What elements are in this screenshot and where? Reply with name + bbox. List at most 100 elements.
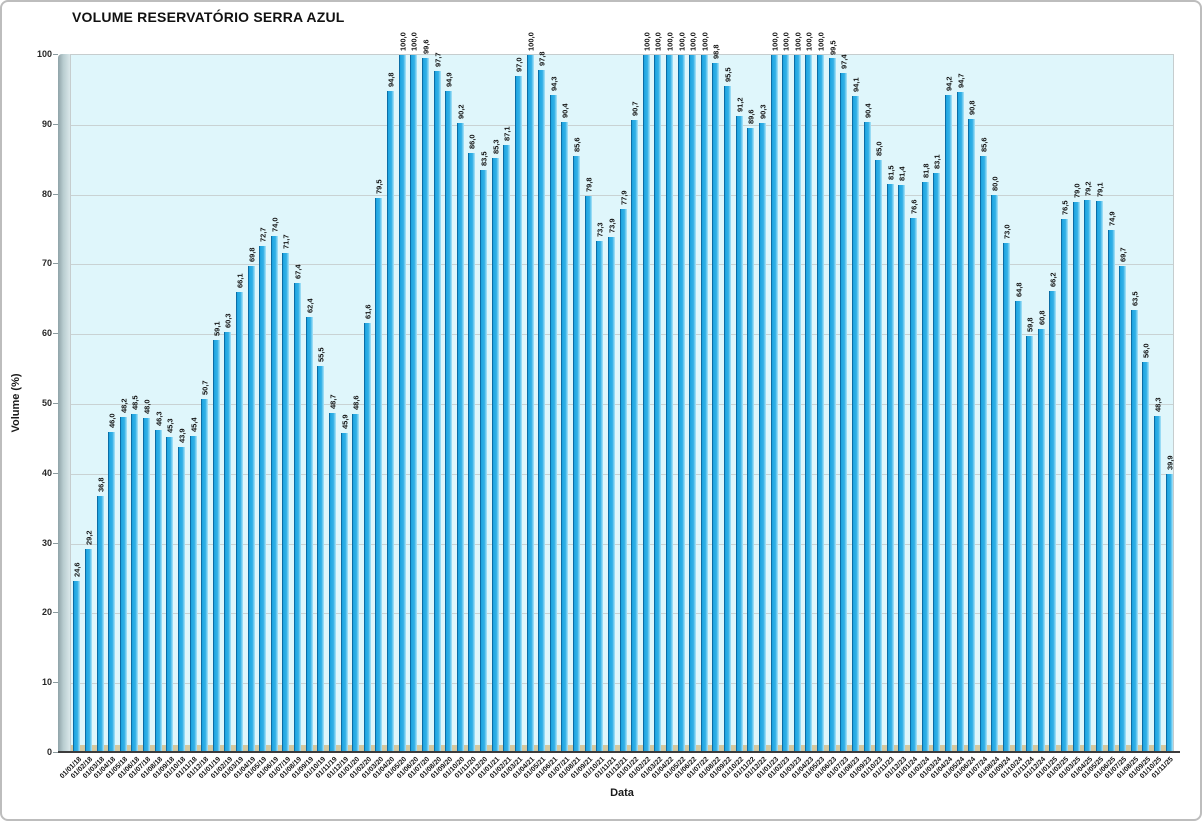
bar-value-label: 100,0 <box>770 32 780 51</box>
bar-value-label: 100,0 <box>793 32 803 51</box>
bar <box>410 55 418 753</box>
bar <box>1002 243 1010 753</box>
bar <box>96 496 104 753</box>
bar <box>607 237 615 753</box>
bar-value-label: 48,3 <box>1153 397 1163 412</box>
bar-value-label: 85,6 <box>572 136 582 152</box>
y-tick-mark <box>53 54 58 55</box>
bar <box>689 55 697 753</box>
y-tick-label: 30 <box>41 537 52 548</box>
bar <box>119 416 127 753</box>
bar <box>968 119 976 753</box>
bar-value-label: 59,8 <box>1025 316 1035 332</box>
bar-value-label: 24,6 <box>72 562 82 578</box>
y-tick-label: 70 <box>41 258 52 269</box>
bar-value-label: 63,5 <box>1130 291 1140 306</box>
bar-value-label: 59,1 <box>212 321 222 337</box>
bar-value-label: 50,7 <box>200 380 210 396</box>
bar <box>480 170 488 753</box>
bar-value-label: 74,9 <box>1107 211 1117 227</box>
gridline <box>71 194 1173 196</box>
y-tick-label: 0 <box>46 747 52 757</box>
bar <box>154 429 162 753</box>
bar-value-label: 45,4 <box>189 417 199 433</box>
bar <box>387 91 395 753</box>
bar <box>631 119 639 753</box>
bar-value-label: 100,0 <box>526 32 536 51</box>
bar <box>596 241 604 753</box>
y-tick-mark <box>53 193 58 195</box>
bar <box>1154 415 1162 753</box>
bar <box>1142 362 1150 753</box>
bar-value-label: 91,2 <box>735 97 745 113</box>
bar <box>1107 230 1115 753</box>
y-tick-label: 100 <box>36 49 52 59</box>
x-axis-title: Data <box>610 787 634 799</box>
bar-value-label: 29,2 <box>84 530 94 546</box>
bar-value-label: 60,8 <box>1037 310 1047 325</box>
bar <box>677 55 685 753</box>
bar-value-label: 89,6 <box>746 108 756 124</box>
bar-value-label: 74,0 <box>270 217 280 233</box>
bar <box>828 58 836 753</box>
bar <box>514 75 522 753</box>
bar-value-label: 79,0 <box>1072 182 1082 198</box>
bar <box>1061 219 1069 753</box>
bar-value-label: 100,0 <box>781 32 791 51</box>
bar-value-label: 61,6 <box>363 304 373 320</box>
bar-value-label: 94,8 <box>386 72 396 88</box>
bar <box>654 55 662 753</box>
y-tick-label: 50 <box>41 398 52 408</box>
bar <box>991 194 999 753</box>
y-tick-mark <box>53 752 58 753</box>
bar <box>724 86 732 753</box>
bar-value-label: 90,8 <box>967 100 977 116</box>
bar-value-label: 90,3 <box>758 104 768 119</box>
bar-value-label: 48,5 <box>130 395 140 411</box>
bar-value-label: 73,0 <box>1002 224 1012 240</box>
bar-value-label: 71,7 <box>281 233 291 249</box>
bar-value-label: 85,6 <box>979 136 989 152</box>
bar <box>875 159 883 753</box>
bar-value-label: 83,5 <box>479 151 489 167</box>
y-tick-label: 90 <box>41 118 52 129</box>
bar-value-label: 90,2 <box>456 104 466 120</box>
bar <box>1119 266 1127 753</box>
bar-value-label: 79,8 <box>584 177 594 192</box>
bar <box>491 157 499 753</box>
bar-value-label: 79,2 <box>1083 181 1093 197</box>
bar <box>270 236 278 753</box>
bar-value-label: 94,1 <box>851 77 861 93</box>
bar-value-label: 72,7 <box>258 226 268 242</box>
bar-value-label: 85,0 <box>874 141 884 156</box>
bar-value-label: 76,5 <box>1060 200 1070 216</box>
bar <box>665 55 673 753</box>
bar-value-label: 81,4 <box>897 166 907 181</box>
bar-value-label: 56,0 <box>1141 343 1151 359</box>
bar <box>317 365 325 753</box>
bar-value-label: 62,4 <box>305 298 315 314</box>
bar <box>375 198 383 753</box>
bar-value-label: 73,9 <box>607 218 617 234</box>
bar <box>73 581 81 753</box>
x-axis-line <box>58 751 1180 753</box>
bar-value-label: 100,0 <box>398 32 408 51</box>
bar <box>770 55 778 753</box>
y-tick-label: 80 <box>41 188 52 199</box>
bar <box>910 218 918 753</box>
bar <box>84 549 92 753</box>
bar-value-label: 100,0 <box>642 32 652 51</box>
bar <box>817 55 825 753</box>
bar <box>212 340 220 753</box>
bar-value-label: 90,4 <box>863 103 873 118</box>
bar-value-label: 100,0 <box>409 32 419 51</box>
bar-value-label: 100,0 <box>665 32 675 51</box>
bar-value-label: 100,0 <box>804 32 814 51</box>
bar <box>282 252 290 753</box>
bar <box>166 436 174 753</box>
bar <box>840 73 848 753</box>
bar-value-label: 69,7 <box>1118 247 1128 263</box>
plot-area: 24,6 29,2 36,8 46,0 48,2 48,5 48,0 46,3 45,3 43,9… <box>70 32 1174 753</box>
bar <box>433 71 441 753</box>
bar-value-label: 64,8 <box>1014 282 1024 297</box>
